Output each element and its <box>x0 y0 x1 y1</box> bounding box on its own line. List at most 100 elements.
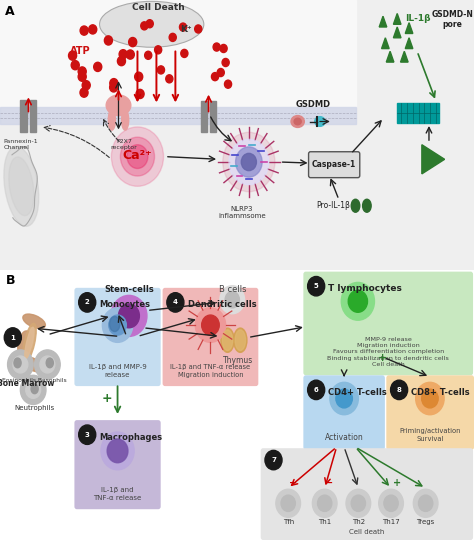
Ellipse shape <box>46 358 54 368</box>
Ellipse shape <box>234 328 247 353</box>
FancyBboxPatch shape <box>303 375 385 450</box>
Circle shape <box>180 23 187 31</box>
Text: Stem-cells: Stem-cells <box>104 285 154 294</box>
Circle shape <box>222 58 229 66</box>
FancyBboxPatch shape <box>163 288 258 386</box>
Polygon shape <box>401 51 408 62</box>
Ellipse shape <box>18 331 32 360</box>
Circle shape <box>109 315 127 335</box>
Circle shape <box>330 382 358 415</box>
Text: IL-1β and TNF-α release
Migration induction: IL-1β and TNF-α release Migration induct… <box>170 364 251 378</box>
Circle shape <box>422 389 438 408</box>
Circle shape <box>102 308 133 342</box>
Circle shape <box>351 495 365 511</box>
Circle shape <box>318 495 332 511</box>
Circle shape <box>110 79 118 88</box>
Text: Th2: Th2 <box>352 519 365 525</box>
Text: GSDMD: GSDMD <box>295 100 330 109</box>
Text: Th17: Th17 <box>382 519 400 525</box>
Text: Cell death: Cell death <box>349 529 384 535</box>
Circle shape <box>379 489 403 517</box>
Circle shape <box>348 291 367 312</box>
Circle shape <box>336 389 352 408</box>
Text: CD8+ T-cells: CD8+ T-cells <box>411 388 470 397</box>
Circle shape <box>211 72 219 80</box>
Text: 5: 5 <box>314 283 319 289</box>
Circle shape <box>78 72 86 82</box>
Circle shape <box>35 350 60 379</box>
Text: 2: 2 <box>85 299 90 306</box>
Circle shape <box>220 44 227 52</box>
Bar <box>397 103 439 123</box>
Circle shape <box>4 328 21 347</box>
Text: Eosinophils Basophils: Eosinophils Basophils <box>2 378 67 383</box>
Polygon shape <box>405 23 413 33</box>
Circle shape <box>166 75 173 83</box>
Ellipse shape <box>4 146 39 226</box>
Circle shape <box>341 282 374 320</box>
Circle shape <box>384 495 398 511</box>
Text: 4: 4 <box>173 299 178 306</box>
Ellipse shape <box>121 110 129 130</box>
Circle shape <box>195 25 202 33</box>
Ellipse shape <box>23 323 36 362</box>
Circle shape <box>69 51 77 60</box>
Text: 8: 8 <box>397 387 401 393</box>
Circle shape <box>8 350 33 379</box>
Circle shape <box>111 295 147 336</box>
Text: +: + <box>392 478 401 488</box>
Text: Macrophages: Macrophages <box>100 433 163 442</box>
Polygon shape <box>422 145 445 174</box>
Text: T lymphocytes: T lymphocytes <box>328 284 402 293</box>
Text: B: B <box>6 274 15 287</box>
Circle shape <box>109 83 118 92</box>
Polygon shape <box>393 27 401 38</box>
Circle shape <box>413 489 438 517</box>
Text: Bone Marrow: Bone Marrow <box>0 379 55 388</box>
Circle shape <box>281 495 295 511</box>
Ellipse shape <box>294 118 301 125</box>
Ellipse shape <box>315 117 325 126</box>
Text: Monocytes: Monocytes <box>100 300 151 309</box>
Circle shape <box>71 60 79 70</box>
Circle shape <box>225 292 239 308</box>
Ellipse shape <box>106 95 131 116</box>
Bar <box>0 107 356 124</box>
Text: −: − <box>289 478 297 488</box>
Text: +: + <box>378 353 388 363</box>
Circle shape <box>195 308 226 342</box>
Circle shape <box>108 440 127 462</box>
Bar <box>30 100 36 132</box>
Circle shape <box>119 50 127 59</box>
Circle shape <box>128 37 137 46</box>
Ellipse shape <box>363 199 371 212</box>
Circle shape <box>136 89 144 98</box>
Text: Pro-IL-1β: Pro-IL-1β <box>316 201 350 210</box>
FancyBboxPatch shape <box>74 420 161 509</box>
Circle shape <box>223 132 275 192</box>
Text: 1: 1 <box>10 334 15 341</box>
Ellipse shape <box>100 1 204 47</box>
Text: Caspase-1: Caspase-1 <box>312 160 356 168</box>
Circle shape <box>236 147 262 177</box>
Ellipse shape <box>23 357 43 372</box>
Polygon shape <box>405 38 413 49</box>
Circle shape <box>118 304 139 328</box>
Circle shape <box>276 489 301 517</box>
Text: NLRP3
inflammsome: NLRP3 inflammsome <box>218 206 265 219</box>
Polygon shape <box>393 14 401 24</box>
Ellipse shape <box>351 199 360 212</box>
Circle shape <box>145 51 152 59</box>
Circle shape <box>78 67 86 76</box>
Bar <box>201 101 207 132</box>
FancyBboxPatch shape <box>303 272 473 375</box>
Circle shape <box>79 425 96 444</box>
Ellipse shape <box>31 384 38 394</box>
Text: Thymus: Thymus <box>223 356 254 366</box>
FancyBboxPatch shape <box>386 375 474 450</box>
Ellipse shape <box>25 327 34 359</box>
Ellipse shape <box>14 358 21 368</box>
Text: Neutrophils: Neutrophils <box>15 405 55 411</box>
Text: Cell Death: Cell Death <box>132 3 185 12</box>
Circle shape <box>135 72 143 82</box>
